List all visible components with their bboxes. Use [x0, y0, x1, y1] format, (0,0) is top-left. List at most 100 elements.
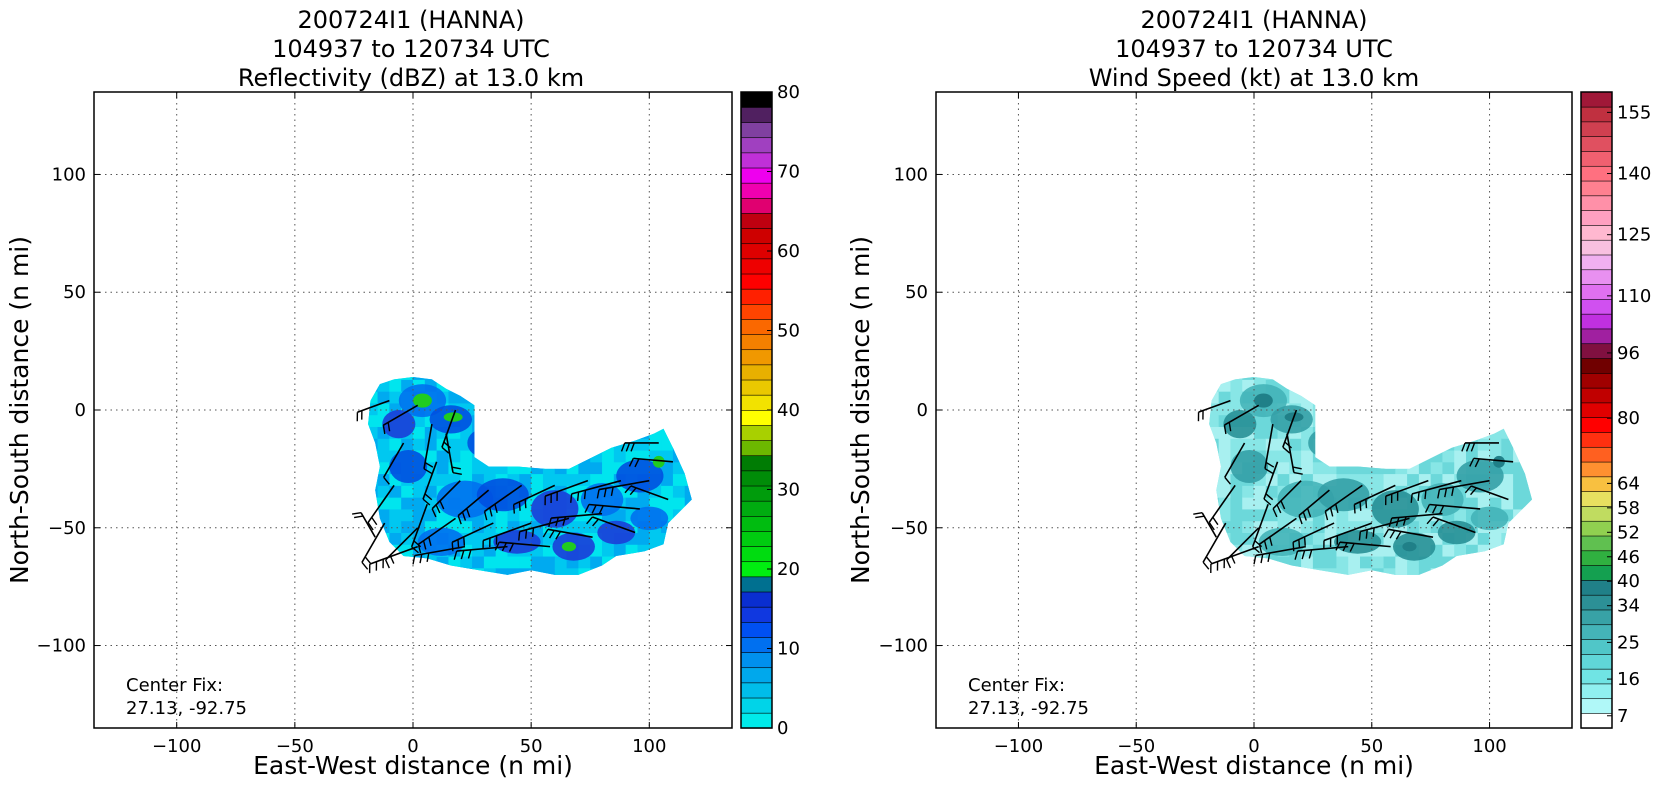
field-cell: [472, 544, 485, 557]
field-cell: [684, 556, 692, 569]
field-cell: [531, 426, 544, 439]
field-peak: [561, 541, 577, 552]
field-cell: [472, 402, 485, 416]
field-cell: [1477, 497, 1491, 510]
field-cell: [649, 544, 662, 557]
colorbar-segment: [740, 303, 773, 320]
field-cell: [1442, 544, 1455, 557]
colorbar-segment: [1580, 476, 1613, 492]
field-core: [1470, 506, 1509, 531]
wind-barb: [1324, 484, 1363, 521]
field-cell: [1336, 377, 1349, 380]
field-cell: [1360, 508, 1373, 522]
colorbar-frame: [1580, 91, 1613, 729]
field-cell: [1466, 402, 1479, 416]
field-cell: [389, 485, 402, 498]
field-cell: [542, 473, 556, 486]
field-cell: [1513, 414, 1526, 427]
field-cell: [1430, 567, 1443, 575]
title-line-2: 104937 to 120734 UTC: [272, 35, 550, 63]
colorbar-segment: [740, 106, 773, 123]
field-cell: [625, 567, 638, 575]
field-cell: [1395, 473, 1408, 486]
field-cell: [1418, 567, 1432, 575]
field-cell: [1230, 532, 1243, 545]
field-cell: [1395, 402, 1408, 416]
field-cell: [424, 473, 438, 486]
colorbar-segment: [740, 258, 773, 275]
wind-barb: [483, 484, 523, 521]
field-cell: [1442, 391, 1455, 404]
field-cell: [637, 532, 650, 545]
field-cell: [590, 473, 603, 486]
colorbar-segment: [1580, 298, 1613, 315]
field-cell: [1524, 544, 1532, 557]
colorbar-segment: [740, 682, 773, 699]
field-cell: [637, 426, 650, 439]
y-tick-label: −50: [48, 518, 86, 539]
colorbar-segment: [740, 621, 773, 638]
field-cell: [377, 391, 390, 404]
wind-barb: [1286, 433, 1303, 475]
colorbar-segment: [1580, 283, 1613, 300]
field-cell: [389, 532, 402, 545]
field-cell: [507, 438, 520, 451]
colorbar-segment: [1580, 195, 1613, 211]
field-cell: [1477, 556, 1491, 569]
colorbar-tick-label: 155: [1617, 102, 1651, 123]
field-cell: [483, 402, 497, 416]
field-cell: [1501, 473, 1514, 486]
field-cell: [1418, 377, 1432, 380]
field-cell: [519, 379, 532, 392]
field-cell: [684, 544, 692, 557]
field-cell: [1418, 520, 1432, 533]
field-cell: [661, 450, 674, 463]
colorbar-segment: [1580, 579, 1613, 596]
field-cell: [697, 462, 709, 474]
field-cell: [1383, 377, 1396, 380]
field-cell: [661, 414, 674, 427]
field-cell: [684, 461, 692, 475]
field-cell: [1489, 402, 1502, 416]
field-cell: [672, 438, 686, 451]
field-cell: [483, 438, 497, 451]
field-cell: [1324, 402, 1337, 416]
field-cell: [697, 485, 709, 497]
field-cell: [684, 497, 692, 510]
grid-lines: [94, 92, 732, 728]
field-cell: [613, 426, 627, 439]
y-axis-label: North-South distance (n mi): [846, 236, 875, 584]
colorbar-segment: [740, 394, 773, 411]
field-cell: [672, 520, 686, 533]
field-cell: [637, 379, 650, 392]
wind-barb: [586, 516, 636, 534]
field-cell: [1242, 438, 1255, 451]
field-cell: [661, 377, 674, 380]
field-cell: [1383, 556, 1396, 569]
field-cell: [578, 567, 591, 575]
field-cell: [1442, 426, 1455, 439]
field-cell: [578, 414, 591, 427]
field-cell: [1466, 426, 1479, 439]
field-cell: [1537, 379, 1549, 391]
y-tick-label: 50: [63, 282, 86, 303]
colorbar-tick-label: 34: [1617, 596, 1640, 617]
field-core: [1223, 410, 1257, 439]
field-cell: [1324, 461, 1337, 475]
field-cell: [637, 567, 650, 575]
colorbar-segment: [1580, 387, 1613, 404]
field-cell: [1312, 532, 1326, 545]
field-cell: [1513, 544, 1526, 557]
field-cell: [1489, 438, 1502, 451]
wind-barb: [1202, 522, 1227, 570]
wind-barb: [453, 545, 508, 560]
wind-barb: [1461, 442, 1499, 452]
field-cell: [661, 391, 674, 404]
field-cell: [542, 438, 556, 451]
x-tick-label: 0: [1248, 736, 1259, 757]
field-cell: [1336, 567, 1349, 575]
field-cell: [697, 509, 709, 521]
colorbar-segment: [740, 121, 773, 139]
field-cell: [413, 485, 426, 498]
